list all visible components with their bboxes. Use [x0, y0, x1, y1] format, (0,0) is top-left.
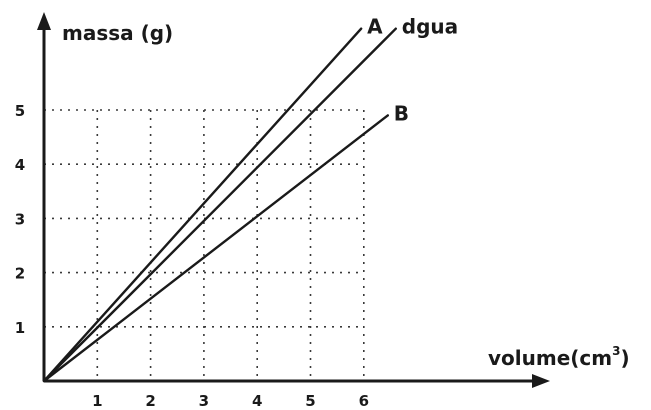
x-axis-label-close: ): [620, 346, 629, 370]
x-tick-label-4: 4: [252, 392, 262, 410]
series-label-B: B: [394, 101, 409, 125]
series-line-B: [42, 114, 389, 383]
x-tick-label-3: 3: [199, 392, 209, 410]
x-tick-label-6: 6: [359, 392, 369, 410]
x-axis-label: volume(cm3): [488, 344, 630, 370]
series-line-dgua: [42, 27, 397, 383]
ticks: 1 2 3 4 5 6 1 2 3 4 5: [15, 102, 369, 410]
y-tick-label-3: 3: [15, 210, 25, 228]
y-tick-label-4: 4: [15, 156, 25, 174]
series: [42, 27, 397, 383]
x-tick-label-1: 1: [92, 392, 102, 410]
y-tick-label-2: 2: [15, 265, 25, 283]
x-axis-label-main: volume(cm: [488, 346, 612, 370]
x-axis-label-superscript: 3: [612, 344, 620, 358]
series-line-A: [42, 27, 363, 383]
y-tick-label-5: 5: [15, 102, 25, 120]
y-axis-label: massa (g): [62, 21, 173, 45]
series-label-A: A: [367, 15, 383, 39]
y-axis-arrow-icon: [37, 12, 51, 30]
x-tick-label-2: 2: [145, 392, 155, 410]
series-label-dgua: dgua: [402, 15, 458, 39]
x-axis-arrow-icon: [532, 374, 550, 388]
grid: [44, 109, 365, 381]
axes: [37, 12, 550, 388]
x-tick-label-5: 5: [305, 392, 315, 410]
y-tick-label-1: 1: [15, 319, 25, 337]
